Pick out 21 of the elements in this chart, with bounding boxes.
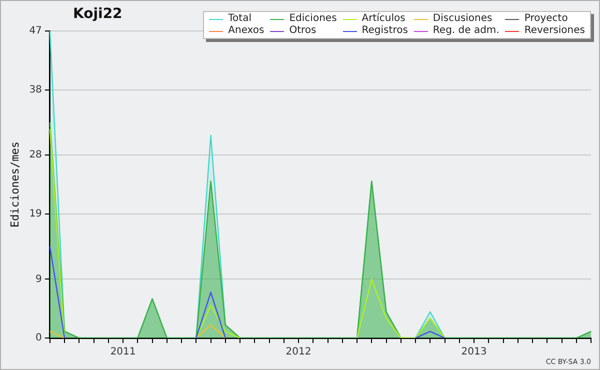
y-tick-label: 0 [36, 332, 42, 344]
y-tick-label: 38 [29, 84, 42, 96]
x-tick-label: 2011 [110, 346, 136, 358]
legend-label: Reversiones [524, 25, 585, 37]
y-tick-label: 19 [29, 208, 42, 220]
y-tick-label: 28 [29, 150, 42, 161]
legend-label: Otros [289, 25, 316, 37]
legend-label: Total [228, 13, 252, 25]
y-tick-label: 9 [36, 274, 42, 285]
chart-title: Koji22 [73, 6, 122, 22]
x-tick-label: 2012 [286, 346, 312, 358]
legend-label: Discusiones [432, 13, 492, 25]
x-tick-label: 2013 [461, 346, 487, 358]
y-tick-label: 47 [29, 26, 42, 37]
legend-label: Proyecto [524, 13, 568, 25]
legend-label: Registros [362, 25, 408, 37]
legend-label: Reg. de adm. [432, 25, 500, 37]
legend-label: Ediciones [289, 13, 337, 25]
legend-label: Anexos [228, 25, 264, 37]
y-axis-title: Ediciones/mes [8, 141, 22, 228]
legend-label: Artículos [362, 13, 406, 25]
